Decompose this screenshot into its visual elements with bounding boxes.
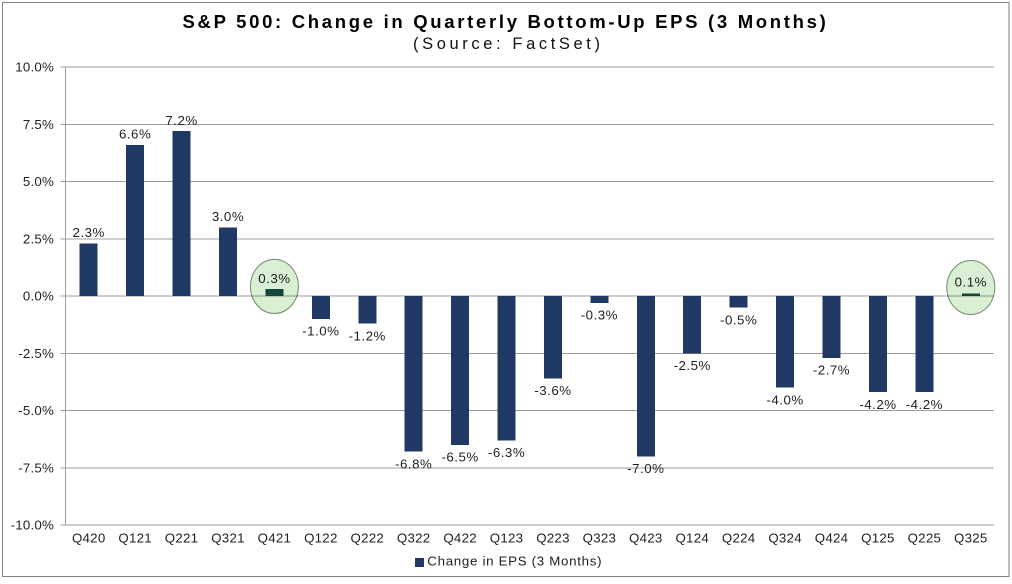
svg-text:Q221: Q221 xyxy=(165,530,199,545)
svg-text:Q325: Q325 xyxy=(954,530,988,545)
svg-text:Q121: Q121 xyxy=(118,530,152,545)
svg-text:2.3%: 2.3% xyxy=(73,225,105,240)
svg-text:-0.5%: -0.5% xyxy=(720,312,757,327)
svg-text:5.0%: 5.0% xyxy=(23,174,54,189)
svg-text:Q123: Q123 xyxy=(490,530,524,545)
svg-text:Q223: Q223 xyxy=(536,530,570,545)
svg-text:Q125: Q125 xyxy=(861,530,895,545)
svg-text:Q420: Q420 xyxy=(72,530,106,545)
svg-text:6.6%: 6.6% xyxy=(119,127,151,142)
svg-text:Q421: Q421 xyxy=(258,530,292,545)
svg-text:Q322: Q322 xyxy=(397,530,431,545)
svg-text:Q122: Q122 xyxy=(304,530,338,545)
svg-text:-7.0%: -7.0% xyxy=(627,461,664,476)
svg-text:Q423: Q423 xyxy=(629,530,663,545)
svg-text:Q224: Q224 xyxy=(722,530,756,545)
svg-text:Q321: Q321 xyxy=(211,530,245,545)
svg-text:-1.0%: -1.0% xyxy=(302,324,339,339)
svg-text:7.2%: 7.2% xyxy=(165,113,197,128)
svg-text:-4.0%: -4.0% xyxy=(766,392,803,407)
svg-text:-2.5%: -2.5% xyxy=(18,346,54,361)
svg-text:Q422: Q422 xyxy=(443,530,477,545)
svg-text:-5.0%: -5.0% xyxy=(18,403,54,418)
svg-text:Q324: Q324 xyxy=(768,530,802,545)
svg-text:-1.2%: -1.2% xyxy=(349,328,386,343)
svg-text:3.0%: 3.0% xyxy=(212,209,244,224)
svg-text:0.0%: 0.0% xyxy=(23,289,54,304)
svg-text:Q222: Q222 xyxy=(350,530,384,545)
svg-text:-2.7%: -2.7% xyxy=(813,363,850,378)
svg-text:-10.0%: -10.0% xyxy=(11,518,54,533)
svg-text:-3.6%: -3.6% xyxy=(534,383,571,398)
svg-text:7.5%: 7.5% xyxy=(23,117,54,132)
svg-text:Q424: Q424 xyxy=(815,530,849,545)
svg-text:-2.5%: -2.5% xyxy=(674,358,711,373)
svg-text:-0.3%: -0.3% xyxy=(581,308,618,323)
svg-text:10.0%: 10.0% xyxy=(15,60,54,75)
svg-text:Q323: Q323 xyxy=(583,530,617,545)
svg-text:-4.2%: -4.2% xyxy=(859,397,896,412)
svg-text:-6.8%: -6.8% xyxy=(395,457,432,472)
svg-text:Q225: Q225 xyxy=(908,530,942,545)
svg-text:2.5%: 2.5% xyxy=(23,231,54,246)
svg-text:-7.5%: -7.5% xyxy=(18,460,54,475)
svg-text:Q124: Q124 xyxy=(675,530,709,545)
svg-text:-4.2%: -4.2% xyxy=(906,397,943,412)
svg-text:-6.5%: -6.5% xyxy=(441,450,478,465)
svg-text:Change in EPS (3 Months): Change in EPS (3 Months) xyxy=(427,553,601,568)
svg-text:-6.3%: -6.3% xyxy=(488,445,525,460)
